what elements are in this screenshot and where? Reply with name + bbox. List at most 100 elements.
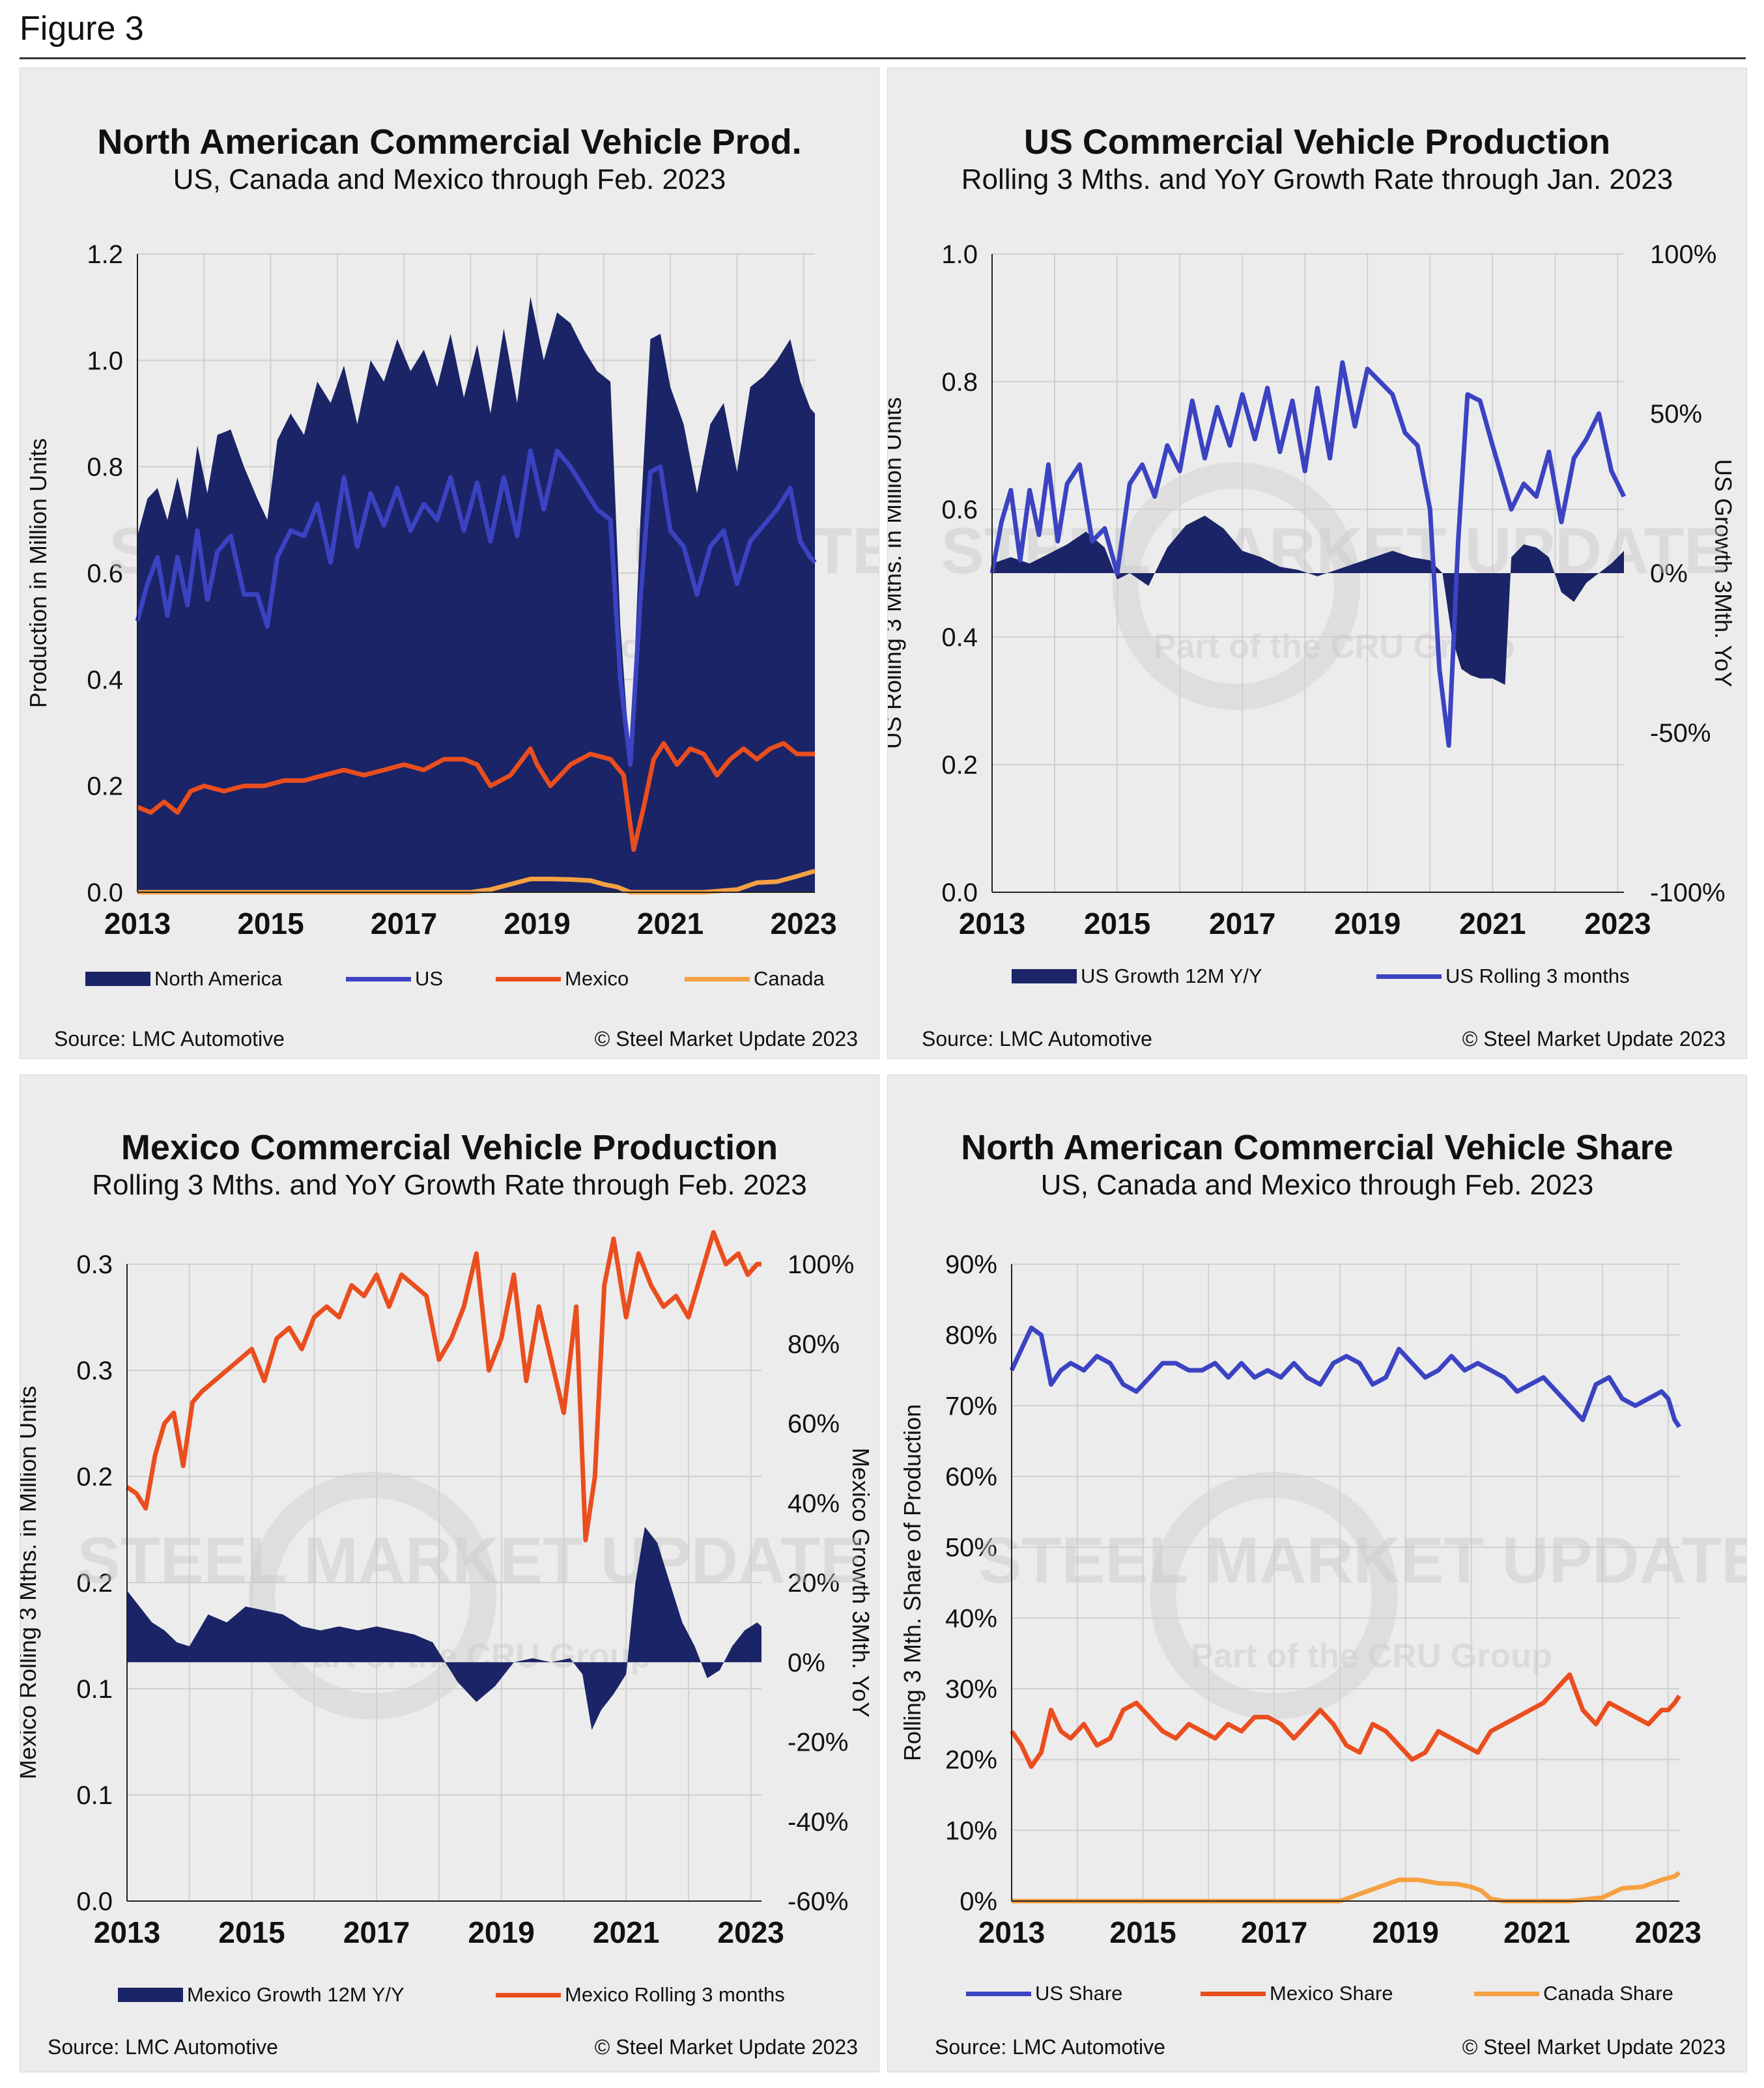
x-tick-label: 2015	[1084, 907, 1150, 940]
copyright-note: © Steel Market Update 2023	[594, 1027, 858, 1051]
y-tick-label: 0.3	[76, 1357, 113, 1385]
x-tick-label: 2019	[468, 1915, 534, 1949]
copyright-note: © Steel Market Update 2023	[594, 2035, 858, 2059]
legend-swatch-mexico-growth	[118, 1988, 183, 2002]
x-tick-label: 2017	[1209, 907, 1275, 940]
y-tick-label: 30%	[945, 1675, 997, 1704]
legend-canada: Canada	[685, 967, 825, 991]
y-tick-label: 60%	[945, 1463, 997, 1491]
legend-label: Mexico Share	[1270, 1982, 1393, 2005]
series-area-us-growth-12m-y-y	[992, 515, 1624, 685]
legend-mexico-growth: Mexico Growth 12M Y/Y	[118, 1983, 405, 2007]
y-tick-label: 0.2	[941, 751, 978, 780]
legend-label: North America	[154, 967, 283, 990]
y-tick-label: 0.0	[76, 1887, 113, 1916]
source-note: Source: LMC Automotive	[54, 1027, 285, 1051]
watermark-subtext: Part of the CRU Group	[1191, 1637, 1552, 1675]
legend: US Growth 12M Y/Y US Rolling 3 months	[888, 965, 1746, 997]
legend-label: Mexico Growth 12M Y/Y	[187, 1983, 405, 2006]
series-line-us	[135, 448, 817, 767]
legend-swatch-us-growth	[1012, 969, 1077, 983]
y-axis-label: US Rolling 3 Mths. in Million Units	[888, 397, 906, 749]
y-tick-label: 0.2	[76, 1569, 113, 1598]
legend-label: US	[415, 967, 444, 990]
legend-label: Canada Share	[1543, 1982, 1673, 2005]
y-tick-label: 0.6	[87, 559, 123, 588]
legend-swatch-mexico	[496, 976, 561, 981]
y-axis-label: Mexico Rolling 3 Mths. in Million Units	[20, 1386, 41, 1779]
x-tick-label: 2017	[1241, 1915, 1307, 1949]
y2-tick-label: -40%	[788, 1808, 848, 1837]
legend-label: Mexico Rolling 3 months	[565, 1983, 785, 2006]
x-tick-label: 2017	[371, 907, 437, 940]
chart-title: Mexico Commercial Vehicle Production	[121, 1128, 778, 1167]
y-tick-label: 0.3	[76, 1250, 113, 1279]
y2-tick-label: -50%	[1650, 719, 1711, 748]
legend: North America US Mexico Canada	[20, 967, 879, 1000]
legend-us-rolling: US Rolling 3 months	[1376, 965, 1630, 988]
chart-plot: 0.0 0.2 0.4 0.6 0.8 1.0 2013 2015 2017 2019 2021 20…	[888, 240, 1737, 940]
y-tick-label: 0.2	[87, 772, 123, 801]
series-line-us-rolling-3-months	[989, 360, 1627, 748]
watermark-logo	[249, 1472, 496, 1719]
y-axis-label: Production in Million Units	[25, 438, 51, 708]
legend-swatch-us	[346, 976, 411, 981]
y-tick-label: 0.1	[76, 1781, 113, 1810]
y-tick-label: 0.8	[941, 368, 978, 397]
series-line-mexico-rolling-3-months	[126, 1230, 761, 1543]
legend-swatch-mexico-share	[1201, 1991, 1266, 1996]
y2-tick-label: 0%	[1650, 559, 1688, 588]
copyright-note: © Steel Market Update 2023	[1462, 2035, 1726, 2059]
x-tick-label: 2023	[1584, 907, 1651, 940]
y-tick-label: 0.0	[941, 879, 978, 907]
y-tick-label: 90%	[945, 1250, 997, 1279]
legend-mexico-share: Mexico Share	[1201, 1982, 1393, 2005]
y-tick-label: 0.4	[87, 666, 123, 694]
legend-mexico-rolling: Mexico Rolling 3 months	[496, 1983, 785, 2007]
legend-swatch-canada	[685, 976, 750, 981]
chart-plot: 0.0 0.2 0.4 0.6 0.8 1.0 1.2 2013 2015 2017 2019 202…	[25, 240, 879, 940]
legend-label: Mexico	[565, 967, 629, 990]
y-tick-label: 20%	[945, 1746, 997, 1775]
x-tick-label: 2019	[1373, 1915, 1439, 1949]
y-tick-label: 80%	[945, 1321, 997, 1350]
x-tick-label: 2021	[1459, 907, 1526, 940]
series-line-mexico	[136, 741, 815, 853]
y2-tick-label: 100%	[788, 1250, 854, 1279]
y-tick-label: 1.2	[87, 240, 123, 269]
source-note: Source: LMC Automotive	[48, 2035, 278, 2059]
y2-tick-label: 0%	[788, 1648, 825, 1677]
x-tick-label: 2021	[593, 1915, 659, 1949]
x-tick-label: 2015	[218, 1915, 285, 1949]
source-note: Source: LMC Automotive	[935, 2035, 1165, 2059]
chart-subtitle: Rolling 3 Mths. and YoY Growth Rate thro…	[92, 1169, 807, 1201]
y-tick-label: 0%	[960, 1887, 997, 1916]
chart-subtitle: US, Canada and Mexico through Feb. 2023	[1040, 1169, 1594, 1201]
y2-tick-label: 100%	[1650, 240, 1716, 269]
chart-subtitle: Rolling 3 Mths. and YoY Growth Rate thro…	[961, 163, 1673, 195]
x-tick-label: 2021	[637, 907, 704, 940]
chart-title: US Commercial Vehicle Production	[1023, 122, 1611, 162]
x-tick-label: 2023	[718, 1915, 784, 1949]
y-tick-label: 70%	[945, 1392, 997, 1420]
legend-label: US Rolling 3 months	[1445, 965, 1630, 987]
y-tick-label: 1.0	[941, 240, 978, 269]
legend-swatch-canada-share	[1474, 1991, 1539, 1996]
x-tick-label: 2013	[978, 1915, 1045, 1949]
x-tick-label: 2023	[1635, 1915, 1701, 1949]
watermark-logo	[1113, 462, 1360, 710]
y-tick-label: 50%	[945, 1534, 997, 1562]
y2-tick-label: -100%	[1650, 879, 1726, 907]
legend-canada-share: Canada Share	[1474, 1982, 1673, 2005]
series-area-north-america	[137, 296, 815, 892]
figure-label: Figure 3	[20, 10, 144, 48]
legend: Mexico Growth 12M Y/Y Mexico Rolling 3 m…	[20, 1983, 879, 2016]
y-tick-label: 40%	[945, 1604, 997, 1633]
x-tick-label: 2015	[1109, 1915, 1176, 1949]
chart-plot: 0% 10% 20% 30% 40% 50% 60% 70% 80% 90% 2013 2015 201…	[899, 1250, 1746, 1949]
y-tick-label: 0.1	[76, 1675, 113, 1704]
y-tick-label: 0.4	[941, 623, 978, 652]
legend-label: US Share	[1035, 1982, 1123, 2005]
legend-north-america: North America	[85, 967, 282, 991]
source-note: Source: LMC Automotive	[922, 1027, 1152, 1051]
